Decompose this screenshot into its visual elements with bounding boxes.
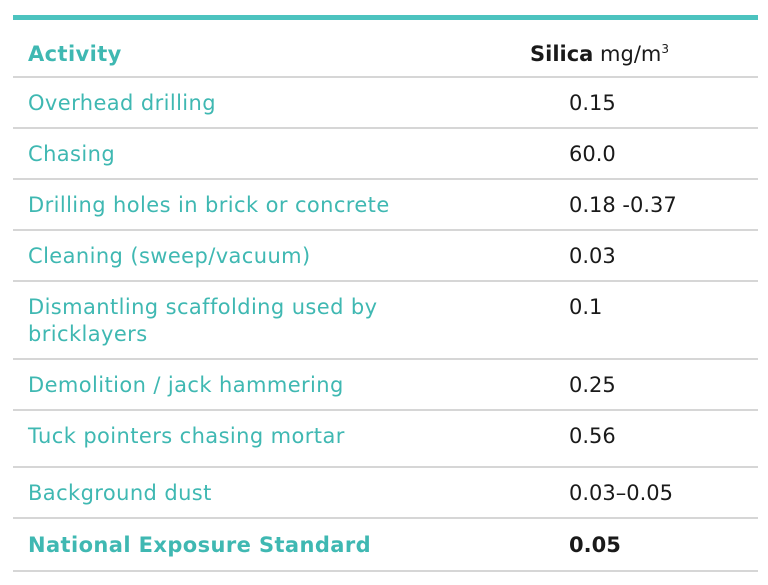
row-activity: Overhead drilling	[28, 91, 216, 115]
row-value: 60.0	[569, 142, 616, 166]
table-row: Dismantling scaffolding used by bricklay…	[13, 282, 758, 360]
row-value: 0.03–0.05	[569, 481, 674, 505]
row-activity: Dismantling scaffolding used by	[28, 295, 378, 319]
row-value: 0.18 -0.37	[569, 193, 677, 217]
table-row: Tuck pointers chasing mortar 0.56	[13, 411, 758, 468]
table-row: Background dust 0.03–0.05	[13, 468, 758, 519]
header-unit: mg/m	[600, 42, 662, 66]
row-activity: Tuck pointers chasing mortar	[28, 424, 345, 448]
row-value: 0.1	[569, 295, 603, 319]
row-activity: Cleaning (sweep/vacuum)	[28, 244, 311, 268]
table-top-rule	[13, 15, 758, 20]
row-activity: Drilling holes in brick or concrete	[28, 193, 390, 217]
table-row: Overhead drilling 0.15	[13, 78, 758, 129]
header-activity: Activity	[28, 42, 122, 66]
row-value: 0.15	[569, 91, 616, 115]
footer-activity: National Exposure Standard	[28, 533, 372, 557]
header-silica-unit: Silica mg/m3	[530, 41, 669, 68]
table-header-row: Activity Silica mg/m3	[13, 20, 758, 78]
table-row: Drilling holes in brick or concrete 0.18…	[13, 180, 758, 231]
table-row: Chasing 60.0	[13, 129, 758, 180]
table-footer-row: National Exposure Standard 0.05	[13, 519, 758, 572]
table-row: Cleaning (sweep/vacuum) 0.03	[13, 231, 758, 282]
header-unit-superscript: 3	[661, 42, 669, 56]
header-silica-label: Silica	[530, 42, 594, 66]
footer-value: 0.05	[569, 533, 621, 557]
row-value: 0.56	[569, 424, 616, 448]
row-value: 0.25	[569, 373, 616, 397]
row-activity: Chasing	[28, 142, 116, 166]
row-value: 0.03	[569, 244, 616, 268]
table-row: Demolition / jack hammering 0.25	[13, 360, 758, 411]
row-activity-line2: bricklayers	[28, 322, 148, 346]
row-activity: Demolition / jack hammering	[28, 373, 344, 397]
silica-exposure-table: Activity Silica mg/m3 Overhead drilling …	[13, 15, 758, 572]
row-activity: Background dust	[28, 481, 212, 505]
